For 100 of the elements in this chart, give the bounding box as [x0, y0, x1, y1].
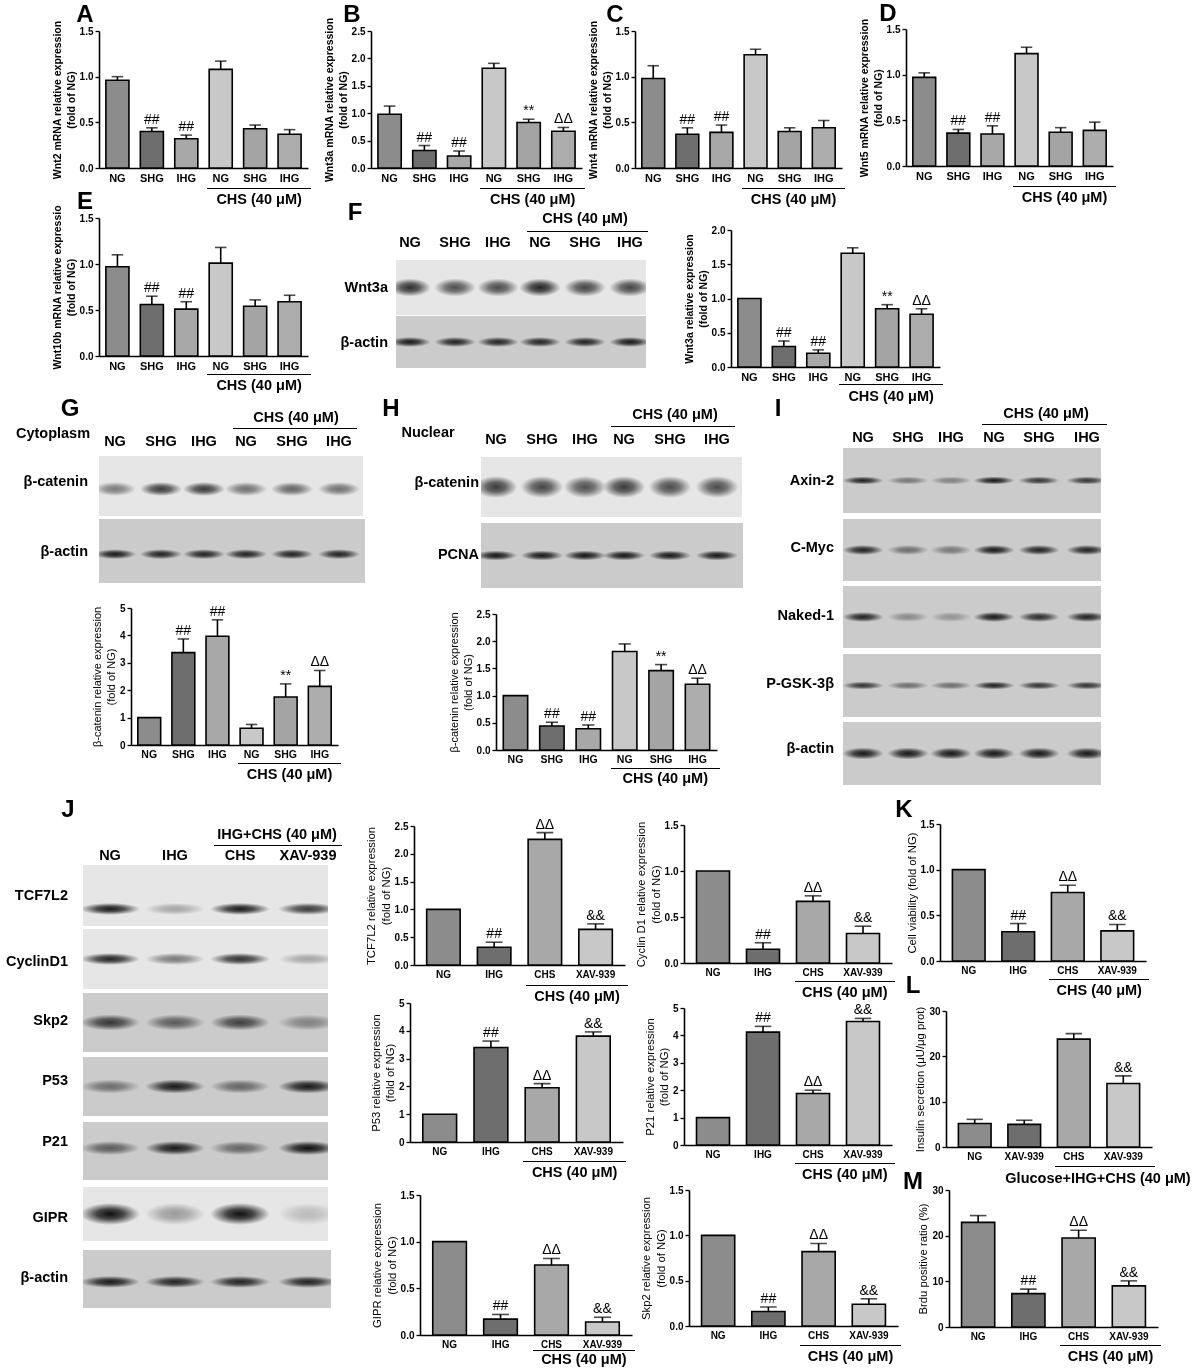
category-label: SHG	[654, 431, 686, 447]
data-label: ##	[492, 1297, 509, 1314]
y-tick-label: 1	[398, 1108, 405, 1120]
text: CHS (40 μM)	[622, 770, 709, 786]
category-label: Axin-2	[789, 472, 834, 488]
y-axis-title: Brdu positive ratio (%)	[917, 1203, 930, 1315]
y-tick-label: 1.5	[669, 1184, 684, 1196]
category-label: IHG	[485, 234, 511, 250]
x-tick-label: XAV-939	[1004, 1150, 1045, 1162]
category-label: β-actin	[786, 740, 834, 756]
y-tick-label: 4	[672, 1029, 679, 1041]
y-tick-label: 1.0	[476, 690, 491, 702]
x-tick-label: IHG	[982, 169, 1003, 182]
data-label: ##	[416, 128, 433, 145]
category-label: NG	[529, 234, 551, 250]
x-tick-label: NG	[1018, 169, 1035, 182]
y-tick-label: 30	[932, 1184, 944, 1196]
x-tick-label: XAV-939	[843, 1148, 884, 1160]
x-tick-label: IHG	[491, 1338, 510, 1350]
y-tick-label: 0.0	[615, 162, 630, 174]
y-tick-label: 1.5	[920, 818, 935, 830]
x-tick-label: IHG	[553, 171, 574, 184]
y-tick-label: 2.0	[476, 635, 491, 647]
x-tick-label: IHG	[176, 171, 197, 184]
data-label: ##	[679, 110, 696, 127]
x-tick-label: IHG	[279, 359, 300, 372]
y-tick-label: 1.0	[664, 865, 679, 877]
y-tick-label: 1.0	[711, 293, 726, 304]
y-tick-label: 5	[398, 997, 405, 1009]
category-label: Skp2	[33, 1012, 68, 1028]
x-tick-label: NG	[442, 1338, 458, 1350]
y-tick-label: 1.5	[400, 1189, 415, 1201]
y-tick-label: 0.5	[79, 116, 94, 128]
y-tick-label: 1.0	[615, 71, 630, 83]
y-tick-label: 0.0	[79, 350, 94, 362]
y-axis-title: β-catenin relative expression (fold of NG)	[447, 612, 474, 753]
data-label: **	[655, 647, 668, 664]
text: CHS (40 μM)	[542, 210, 628, 226]
x-tick-label: SHG	[516, 171, 541, 184]
y-tick-label: 3	[119, 657, 126, 669]
y-tick-label: 0.5	[669, 1275, 684, 1287]
x-tick-label: NG	[109, 359, 126, 372]
y-tick-label: 2.0	[394, 848, 409, 860]
x-tick-label: SHG	[243, 359, 268, 372]
y-tick-label: 0	[934, 1141, 941, 1153]
x-tick-label: SHG	[675, 171, 700, 184]
y-axis-title: Wnt10b mRNA relative expressio (fold of NG)	[51, 205, 77, 370]
data-label: ΔΔ	[310, 653, 330, 670]
category-label: SHG	[569, 234, 601, 250]
x-tick-label: NG	[741, 370, 758, 383]
y-tick-label: 1.5	[394, 876, 409, 888]
x-tick-label: IHG	[813, 171, 834, 184]
data-label: ##	[776, 323, 792, 340]
y-tick-label: 0.0	[400, 1329, 415, 1341]
x-tick-label: SHG	[771, 370, 796, 383]
text: CHS (40 μM)	[1003, 405, 1089, 421]
text: CHS (40 μM)	[802, 1166, 888, 1182]
x-tick-label: SHG	[139, 171, 164, 184]
category-label: β-actin	[340, 334, 388, 350]
y-tick-label: 1.5	[79, 25, 94, 37]
y-axis-title: GIPR relative expression (fold of NG)	[371, 1203, 398, 1328]
category-label: GIPR	[32, 1209, 68, 1225]
y-tick-label: 1	[119, 712, 126, 724]
y-tick-label: 1.5	[711, 258, 726, 270]
category-label: SHG	[526, 431, 558, 447]
y-tick-label: 0.5	[394, 931, 409, 943]
text: I	[774, 394, 782, 421]
y-tick-label: 4	[398, 1025, 405, 1037]
y-tick-label: 0.5	[615, 116, 630, 128]
x-tick-label: NG	[705, 1148, 721, 1160]
category-label: P21	[42, 1133, 68, 1149]
text: CHS (40 μM)	[807, 1348, 894, 1364]
x-tick-label: CHS	[1057, 964, 1079, 976]
y-tick-label: 0.5	[886, 114, 901, 126]
data-label: &&	[859, 1281, 879, 1298]
x-tick-label: IHG	[1019, 1330, 1038, 1342]
text: Nuclear	[401, 424, 455, 440]
category-label: IHG	[162, 847, 188, 863]
y-axis-title: Cyclin D1 relative expression (fold of NG)	[635, 821, 662, 968]
chart-title: L	[905, 971, 921, 998]
y-tick-label: 2	[398, 1080, 405, 1092]
category-label: NG	[399, 234, 421, 250]
x-tick-label: XAV-939	[575, 968, 616, 980]
text: G	[60, 394, 80, 421]
y-axis-title: Cell viability (fold of NG)	[905, 832, 918, 954]
x-tick-label: CHS	[1063, 1150, 1085, 1162]
x-tick-label: IHG	[711, 171, 732, 184]
data-label: ##	[755, 925, 771, 942]
y-tick-label: 1.5	[351, 80, 366, 92]
category-label: IHG	[572, 431, 598, 447]
category-label: NG	[485, 431, 507, 447]
chart-title: K	[895, 795, 914, 822]
data-label: ##	[580, 707, 597, 724]
x-tick-label: SHG	[243, 171, 268, 184]
text: CHS (40 μM)	[541, 1351, 627, 1367]
x-tick-label: IHG	[279, 171, 300, 184]
text: CHS (40 μM)	[216, 377, 302, 393]
data-label: ##	[1010, 906, 1027, 923]
x-tick-label: XAV-939	[849, 1329, 889, 1341]
y-tick-label: 20	[932, 1230, 944, 1242]
